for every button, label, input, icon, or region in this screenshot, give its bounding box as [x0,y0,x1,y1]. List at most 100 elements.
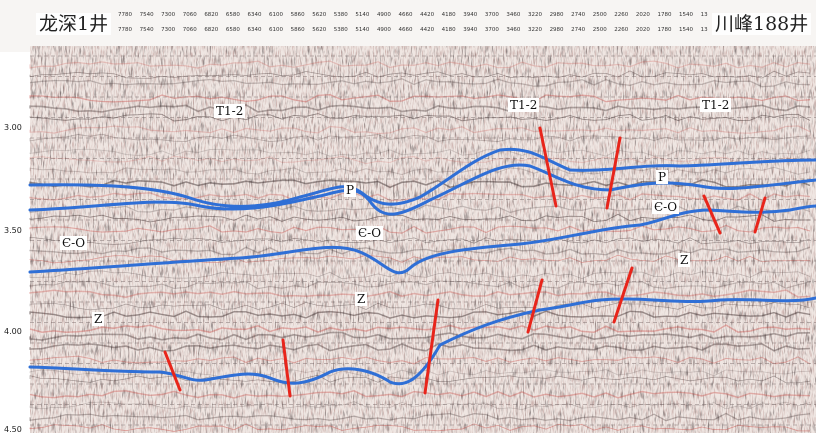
unit-label-t12-left: T1-2 [214,104,246,118]
reflector-trace [29,94,811,103]
unit-label-p-left: P [344,183,357,197]
cdp-label: 13 [700,12,708,18]
reflector-trace [29,125,811,135]
cdp-label: 3460 [506,27,521,33]
horizons [28,147,816,386]
cdp-label: 5860 [290,27,305,33]
seismic-amplitude-background [29,46,816,433]
time-label-4.00: 4.00 [4,327,22,336]
cdp-label: 6820 [204,12,219,18]
cdp-label: 5140 [355,27,370,33]
time-label-4.50: 4.50 [4,425,22,434]
cdp-label: 3940 [463,12,478,18]
reflector-trace [29,355,811,365]
fault-1 [538,126,558,208]
cdp-label: 7780 [118,27,132,33]
cdp-label: 6820 [204,27,219,33]
reflector-trace [29,236,811,245]
unit-label-t12-middle: T1-2 [508,98,540,112]
reflector-trace [29,166,811,176]
reflector-trace [29,78,811,88]
cdp-label: 4900 [376,12,391,18]
reflector-bands [29,60,811,432]
cdp-label: 7300 [161,27,176,33]
reflector-trace [29,280,811,290]
cdp-label: 4180 [441,12,456,18]
fault-3 [702,194,722,235]
cdp-label: 3220 [527,27,542,33]
fault-4 [753,196,767,234]
reflector-trace [29,331,811,341]
horizon-p-top [28,163,816,216]
fault-7 [423,298,440,395]
reflector-trace [29,70,811,79]
cdp-label: 3460 [506,12,521,18]
unit-label-eo-center: Є-O [356,226,384,240]
fault-9 [163,350,182,392]
cdp-label: 2740 [571,27,586,33]
unit-label-eo-right: Є-O [652,200,680,214]
cdp-label: 2020 [635,27,650,33]
cdp-number-row-bottom: 7780 7540 7300 7060 6820 6580 6340 6100 5860 5620… [118,27,708,33]
reflector-trace [29,270,811,280]
cdp-label: 7300 [161,12,176,18]
reflector-trace [29,104,811,113]
reflector-trace [29,148,811,157]
cdp-label: 3700 [484,27,499,33]
cdp-label: 5140 [355,12,370,18]
cdp-label: 1540 [679,27,694,33]
reflector-trace [29,324,811,334]
fault-6 [612,266,634,324]
cdp-label: 1780 [657,27,672,33]
cdp-label: 2020 [635,12,650,18]
cdp-label: 13 [700,27,708,33]
reflector-trace [29,343,811,352]
cdp-label: 1540 [679,12,694,18]
cdp-label: 6100 [269,12,284,18]
reflector-trace [29,224,811,234]
cdp-label: 5620 [312,27,327,33]
reflector-trace [29,179,811,189]
cdp-label: 4180 [441,27,456,33]
horizon-z-lower [28,296,816,386]
reflector-trace [29,302,811,311]
header-strip [0,0,816,52]
unit-label-z-right: Z [678,253,691,267]
cdp-label: 5380 [333,27,348,33]
fault-8 [281,338,292,398]
cdp-label: 2500 [592,12,607,18]
cdp-label: 4660 [398,12,413,18]
cdp-label: 5380 [333,12,348,18]
cdp-label: 7540 [139,12,154,18]
reflector-trace [29,412,811,422]
reflector-trace [29,60,811,69]
unit-label-z-left: Z [92,312,105,326]
cdp-label: 4900 [376,27,391,33]
reflector-trace [29,310,811,319]
cdp-label: 2500 [592,27,607,33]
reflector-trace [29,246,811,256]
cdp-label: 4420 [420,27,435,33]
time-label-3.00: 3.00 [4,123,22,132]
cdp-label: 4660 [398,27,413,33]
cdp-label: 6580 [225,12,240,18]
reflector-trace [29,390,811,399]
cdp-label: 3220 [527,12,542,18]
reflector-trace [29,423,811,432]
cdp-label: 6340 [247,27,262,33]
fault-2 [605,136,622,210]
horizon-eo-top [28,204,816,275]
cdp-label: 7060 [182,12,197,18]
cdp-label: 3940 [463,27,478,33]
cdp-label: 1780 [657,12,672,18]
cdp-label: 2980 [549,27,564,33]
cdp-label: 2980 [549,12,564,18]
cdp-number-row-top: 7780 7540 7300 7060 6820 6580 6340 6100 5860 5620… [118,12,708,18]
reflector-trace [29,155,811,165]
well-name-left: 龙深1井 [36,13,112,35]
cdp-label: 5860 [290,12,305,18]
cdp-label: 2740 [571,12,586,18]
time-label-3.50: 3.50 [4,226,22,235]
cdp-label: 7060 [182,27,197,33]
